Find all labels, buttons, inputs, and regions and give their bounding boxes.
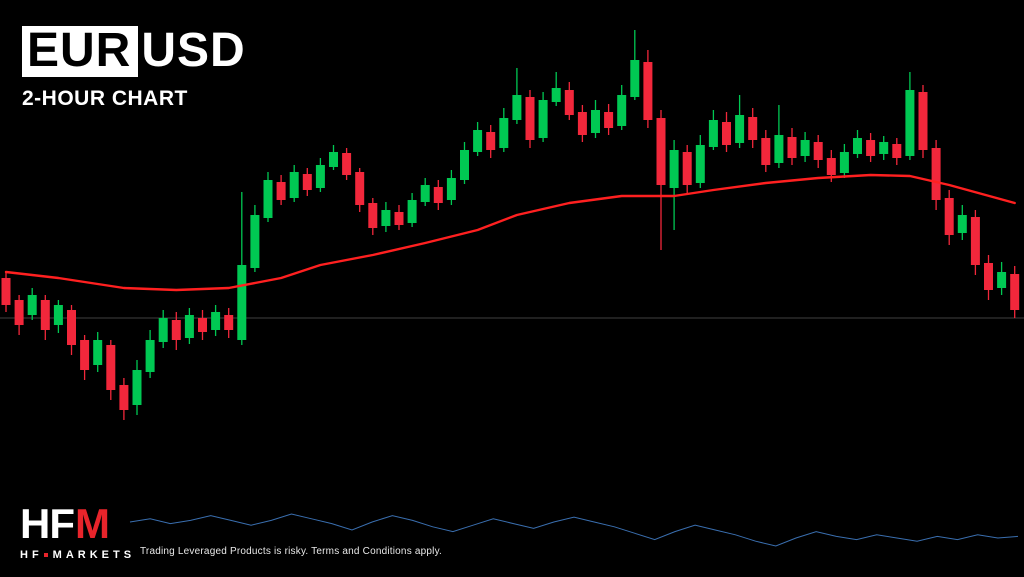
bull-candle-body bbox=[708, 120, 718, 147]
bear-candle-body bbox=[525, 97, 535, 140]
bear-candle-body bbox=[722, 122, 731, 145]
disclaimer-text: Trading Leveraged Products is risky. Ter… bbox=[140, 546, 443, 557]
title-block: EUR USD 2-HOUR CHART bbox=[22, 26, 246, 111]
bull-candle-body bbox=[800, 140, 810, 156]
bear-candle-body bbox=[682, 152, 692, 185]
bear-candle-body bbox=[866, 140, 876, 156]
brand-block: HF M HF MARKETS bbox=[20, 503, 135, 561]
bear-candle-body bbox=[918, 92, 928, 150]
bull-candle-body bbox=[27, 295, 37, 315]
bear-candle-body bbox=[656, 118, 666, 185]
bull-candle-body bbox=[774, 135, 784, 163]
bull-candle-body bbox=[250, 215, 260, 268]
bull-candle-body bbox=[132, 370, 142, 405]
bear-candle-body bbox=[826, 158, 836, 175]
bull-candle-body bbox=[617, 95, 627, 126]
bear-candle-body bbox=[433, 187, 443, 203]
bull-candle-body bbox=[997, 272, 1007, 288]
brand-wordmark: HF MARKETS bbox=[20, 550, 135, 561]
bull-candle-body bbox=[853, 138, 862, 154]
bear-candle-body bbox=[224, 315, 234, 330]
bear-candle-body bbox=[67, 310, 76, 345]
bear-candle-body bbox=[106, 345, 116, 390]
bull-candle-body bbox=[630, 60, 640, 97]
bull-candle-body bbox=[93, 340, 103, 365]
bull-candle-body bbox=[329, 152, 338, 167]
bull-candle-body bbox=[145, 340, 155, 372]
moving-average-line bbox=[4, 173, 1016, 292]
bull-candle-body bbox=[158, 318, 168, 342]
bear-candle-body bbox=[813, 142, 823, 160]
lower-indicator-line bbox=[129, 513, 1019, 547]
bull-candle-body bbox=[473, 130, 483, 152]
bear-candle-body bbox=[394, 212, 404, 225]
timeframe-label: 2-HOUR CHART bbox=[22, 87, 188, 110]
bull-candle-body bbox=[184, 315, 194, 338]
bear-candle-body bbox=[171, 320, 181, 340]
brand-dot-icon bbox=[43, 553, 48, 557]
symbol-title: EUR USD bbox=[22, 26, 246, 77]
bear-candle-body bbox=[787, 137, 797, 158]
bull-candle-body bbox=[669, 150, 679, 188]
bull-candle-body bbox=[538, 100, 548, 138]
bear-candle-body bbox=[355, 172, 365, 205]
symbol-quote: USD bbox=[141, 24, 246, 77]
bull-candle-body bbox=[512, 95, 522, 120]
bull-candle-body bbox=[839, 152, 849, 173]
bear-candle-body bbox=[1010, 274, 1020, 310]
symbol-base: EUR bbox=[22, 26, 139, 77]
wordmark-part-2: MARKETS bbox=[52, 549, 136, 561]
bear-candle-body bbox=[1, 278, 11, 305]
bull-candle-body bbox=[460, 150, 469, 180]
bull-candle-body bbox=[957, 215, 967, 233]
bull-candle-body bbox=[735, 115, 745, 143]
wordmark-part-1: HF bbox=[20, 549, 43, 561]
bear-candle-body bbox=[80, 340, 90, 370]
hfm-logo: HF M bbox=[20, 503, 135, 545]
bear-candle-body bbox=[892, 144, 902, 158]
bear-candle-body bbox=[577, 112, 587, 135]
bear-candle-body bbox=[342, 153, 352, 175]
bull-candle-body bbox=[53, 305, 63, 325]
bull-candle-body bbox=[905, 90, 915, 156]
bear-candle-body bbox=[944, 198, 954, 235]
bull-candle-body bbox=[879, 142, 889, 154]
bull-candle-body bbox=[591, 110, 600, 133]
bear-candle-body bbox=[604, 112, 614, 128]
bear-candle-body bbox=[276, 182, 286, 200]
bear-candle-body bbox=[302, 174, 312, 190]
bull-candle-body bbox=[551, 88, 561, 102]
bear-candle-body bbox=[198, 318, 207, 332]
bull-candle-body bbox=[407, 200, 417, 223]
bull-candle-body bbox=[446, 178, 456, 200]
bull-candle-body bbox=[315, 165, 325, 188]
bull-candle-body bbox=[695, 145, 705, 183]
bear-candle-body bbox=[40, 300, 50, 330]
bear-candle-body bbox=[970, 217, 980, 265]
bear-candle-body bbox=[486, 132, 496, 150]
bull-candle-body bbox=[420, 185, 430, 202]
bear-candle-body bbox=[984, 263, 993, 290]
bull-candle-body bbox=[237, 265, 247, 340]
bull-candle-body bbox=[211, 312, 221, 330]
logo-m-letter: M bbox=[75, 500, 110, 547]
candles-group bbox=[1, 30, 1020, 420]
bear-candle-body bbox=[931, 148, 941, 200]
logo-hf-letters: HF bbox=[20, 500, 75, 547]
bull-candle-body bbox=[263, 180, 273, 218]
bear-candle-body bbox=[119, 385, 129, 410]
bear-candle-body bbox=[368, 203, 378, 228]
bear-candle-body bbox=[564, 90, 574, 115]
bear-candle-body bbox=[14, 300, 24, 325]
bear-candle-body bbox=[748, 117, 758, 140]
bull-candle-body bbox=[289, 172, 299, 198]
bear-candle-body bbox=[761, 138, 771, 165]
bull-candle-body bbox=[381, 210, 391, 226]
bull-candle-body bbox=[499, 118, 509, 148]
bear-candle-body bbox=[643, 62, 653, 120]
